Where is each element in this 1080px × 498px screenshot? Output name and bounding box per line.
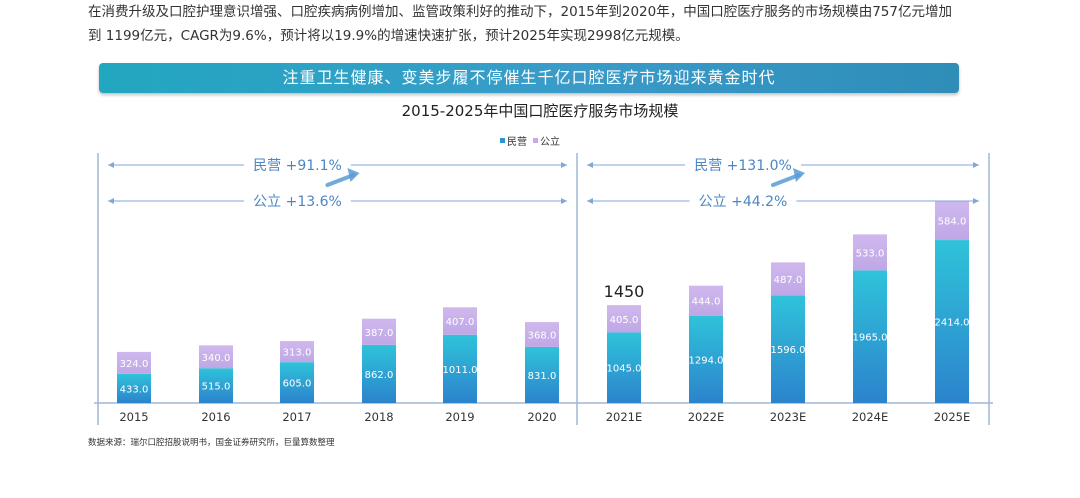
data-label-private-2020: 831.0: [528, 371, 557, 382]
data-label-public-2021E: 405.0: [610, 315, 639, 326]
growth-label-public-0: 公立 +13.6%: [253, 194, 342, 210]
data-label-public-2022E: 444.0: [692, 297, 721, 308]
data-source-note: 数据来源：瑞尔口腔招股说明书，国金证券研究所，巨量算数整理: [88, 438, 335, 448]
bar-public-2015: [117, 351, 151, 374]
total-annotation-2021E: 1450: [604, 282, 645, 301]
intro-text: 在消费升级及口腔护理意识增强、口腔疾病病例增加、监管政策利好的推动下，2015年…: [88, 0, 988, 48]
growth-label-public-1: 公立 +44.2%: [699, 194, 788, 210]
data-label-private-2016: 515.0: [202, 382, 231, 393]
trend-up-arrow-icon-1: [771, 173, 801, 187]
data-label-public-2025E: 584.0: [938, 216, 967, 227]
x-tick-label-2022E: 2022E: [688, 410, 725, 424]
data-label-public-2015: 324.0: [120, 359, 149, 370]
legend-swatch-private: [500, 138, 505, 143]
bar-public-2022E: [689, 285, 723, 316]
x-tick-label-2020: 2020: [527, 410, 556, 424]
growth-arrowhead-right-public-1: [973, 198, 979, 204]
growth-arrowhead-right-public-0: [561, 198, 567, 204]
growth-arrowhead-right-private-1: [973, 162, 979, 168]
x-tick-label-2023E: 2023E: [770, 410, 807, 424]
x-tick-label-2015: 2015: [119, 410, 148, 424]
growth-label-private-1: 民营 +131.0%: [694, 158, 792, 174]
x-tick-label-2025E: 2025E: [934, 410, 971, 424]
growth-arrowhead-left-public-0: [108, 198, 114, 204]
data-label-private-2023E: 1596.0: [771, 345, 806, 356]
bar-public-2024E: [853, 234, 887, 271]
headline-banner: 注重卫生健康、变美步履不停催生千亿口腔医疗市场迎来黄金时代: [99, 63, 959, 93]
growth-arrowhead-left-private-0: [108, 162, 114, 168]
bar-public-2020: [525, 322, 559, 347]
bar-public-2017: [280, 341, 314, 363]
bar-private-2024E: [853, 270, 887, 403]
data-label-public-2016: 340.0: [202, 353, 231, 364]
x-tick-label-2021E: 2021E: [606, 410, 643, 424]
growth-label-private-0: 民营 +91.1%: [253, 158, 342, 174]
bar-private-2017: [280, 362, 314, 403]
bar-public-2019: [443, 307, 477, 335]
legend-label-private: 民营: [507, 137, 527, 148]
data-label-public-2024E: 533.0: [856, 248, 885, 259]
data-label-private-2024E: 1965.0: [853, 333, 888, 344]
data-label-public-2020: 368.0: [528, 330, 557, 341]
chart-legend: 民营 公立: [500, 133, 560, 148]
data-label-private-2015: 433.0: [120, 384, 149, 395]
x-tick-label-2024E: 2024E: [852, 410, 889, 424]
bar-public-2016: [199, 345, 233, 369]
bar-private-2018: [362, 344, 396, 403]
data-label-public-2023E: 487.0: [774, 275, 803, 286]
bar-private-2016: [199, 368, 233, 403]
legend-label-public: 公立: [540, 137, 560, 148]
data-label-private-2021E: 1045.0: [607, 364, 642, 375]
bar-private-2023E: [771, 295, 805, 403]
data-label-public-2019: 407.0: [446, 317, 475, 328]
bar-public-2023E: [771, 262, 805, 296]
data-label-private-2017: 605.0: [283, 379, 312, 390]
bar-private-2020: [525, 346, 559, 403]
growth-arrowhead-left-private-1: [587, 162, 593, 168]
intro-line-2: 到 1199亿元，CAGR为9.6%，预计将以19.9%的增速快速扩张，预计20…: [88, 28, 689, 44]
bar-public-2018: [362, 318, 396, 345]
data-label-private-2022E: 1294.0: [689, 355, 724, 366]
data-label-private-2025E: 2414.0: [935, 318, 970, 329]
bar-private-2019: [443, 334, 477, 403]
growth-arrowhead-right-private-0: [561, 162, 567, 168]
data-label-public-2017: 313.0: [283, 348, 312, 359]
legend-item-public: 公立: [533, 133, 560, 148]
data-label-private-2019: 1011.0: [443, 365, 478, 376]
trend-up-arrowhead-icon-1: [793, 168, 805, 182]
x-tick-label-2018: 2018: [364, 410, 393, 424]
bar-private-2025E: [935, 240, 969, 403]
legend-item-private: 民营: [500, 133, 527, 148]
legend-swatch-public: [533, 138, 538, 143]
bar-private-2015: [117, 373, 151, 403]
bar-private-2021E: [607, 332, 641, 403]
data-label-public-2018: 387.0: [365, 328, 394, 339]
data-label-private-2018: 862.0: [365, 370, 394, 381]
intro-line-1: 在消费升级及口腔护理意识增强、口腔疾病病例增加、监管政策利好的推动下，2015年…: [88, 4, 952, 20]
trend-up-arrow-icon-0: [325, 173, 356, 187]
x-tick-label-2016: 2016: [201, 410, 230, 424]
x-tick-label-2017: 2017: [282, 410, 311, 424]
bar-public-2021E: [607, 305, 641, 333]
bar-public-2025E: [935, 200, 969, 241]
trend-up-arrowhead-icon-0: [347, 168, 360, 182]
bar-private-2022E: [689, 315, 723, 403]
chart-title: 2015-2025年中国口腔医疗服务市场规模: [401, 102, 679, 120]
x-tick-label-2019: 2019: [445, 410, 474, 424]
growth-arrowhead-left-public-1: [587, 198, 593, 204]
